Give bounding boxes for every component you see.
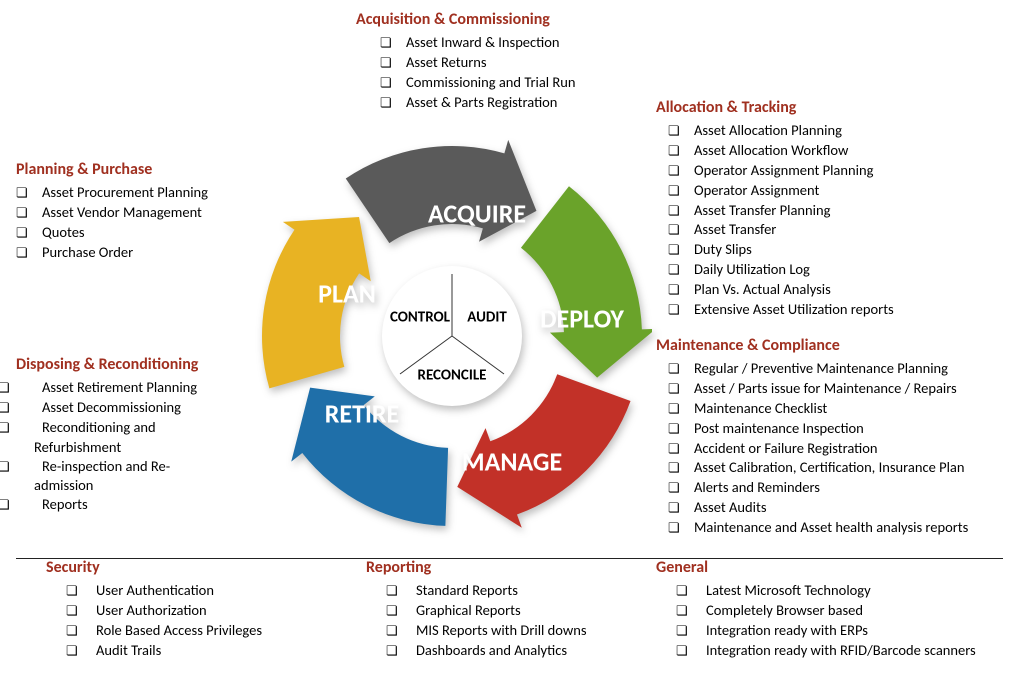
section-items-security: User AuthenticationUser AuthorizationRol… <box>46 581 346 661</box>
section-allocation: Allocation & Tracking Asset Allocation P… <box>656 98 1006 320</box>
list-item: User Authentication <box>46 581 346 601</box>
center-label-reconcile: RECONCILE <box>418 367 487 385</box>
list-item: Maintenance Checklist <box>668 399 1016 419</box>
list-item: Plan Vs. Actual Analysis <box>668 280 1006 300</box>
section-items-maintenance: Regular / Preventive Maintenance Plannin… <box>656 359 1016 538</box>
list-item: Integration ready with RFID/Barcode scan… <box>656 641 1016 661</box>
list-item: Asset Decommissioning <box>16 398 216 418</box>
list-item: Extensive Asset Utilization reports <box>668 300 1006 320</box>
list-item: Alerts and Reminders <box>668 478 1016 498</box>
list-item: Asset Vendor Management <box>16 203 266 223</box>
list-item: Completely Browser based <box>656 601 1016 621</box>
list-item: Asset Returns <box>380 53 676 73</box>
section-reporting: Reporting Standard ReportsGraphical Repo… <box>366 558 666 661</box>
center-label-control: CONTROL <box>390 309 451 327</box>
wheel-label-plan: PLAN <box>318 277 376 309</box>
list-item: Dashboards and Analytics <box>366 641 666 661</box>
wheel-label-retire: RETIRE <box>325 397 399 429</box>
wheel-label-deploy: DEPLOY <box>540 302 624 334</box>
list-item: Operator Assignment Planning <box>668 161 1006 181</box>
list-item: Asset Calibration, Certification, Insura… <box>668 458 1016 478</box>
section-title-reporting: Reporting <box>366 558 666 577</box>
section-title-acquisition: Acquisition & Commissioning <box>356 10 676 29</box>
list-item: Asset & Parts Registration <box>380 93 676 113</box>
list-item: Role Based Access Privileges <box>46 621 346 641</box>
list-item: Regular / Preventive Maintenance Plannin… <box>668 359 1016 379</box>
section-title-general: General <box>656 558 1016 577</box>
section-items-general: Latest Microsoft TechnologyCompletely Br… <box>656 581 1016 661</box>
list-item: Purchase Order <box>16 243 266 263</box>
section-disposing: Disposing & Reconditioning Asset Retirem… <box>16 355 246 515</box>
list-item: Quotes <box>16 223 266 243</box>
list-item: Reports <box>16 495 216 515</box>
wheel-label-manage: MANAGE <box>462 445 562 477</box>
wheel-label-acquire: ACQUIRE <box>428 197 526 229</box>
list-item: Daily Utilization Log <box>668 260 1006 280</box>
list-item: Latest Microsoft Technology <box>656 581 1016 601</box>
list-item: Duty Slips <box>668 240 1006 260</box>
list-item: Asset Inward & Inspection <box>380 33 676 53</box>
list-item: User Authorization <box>46 601 346 621</box>
lifecycle-wheel: CONTROL AUDIT RECONCILE ACQUIRE DEPLOY MAN… <box>252 136 652 536</box>
list-item: Asset Audits <box>668 498 1016 518</box>
list-item: Accident or Failure Registration <box>668 439 1016 459</box>
section-general: General Latest Microsoft TechnologyCompl… <box>656 558 1016 661</box>
list-item: Commissioning and Trial Run <box>380 73 676 93</box>
list-item: Graphical Reports <box>366 601 666 621</box>
list-item: MIS Reports with Drill downs <box>366 621 666 641</box>
section-planning: Planning & Purchase Asset Procurement Pl… <box>16 160 266 263</box>
list-item: Asset Procurement Planning <box>16 183 266 203</box>
section-title-disposing: Disposing & Reconditioning <box>16 355 246 374</box>
list-item: Maintenance and Asset health analysis re… <box>668 518 1016 538</box>
list-item: Reconditioning and Refurbishment <box>16 418 216 457</box>
section-title-security: Security <box>46 558 346 577</box>
list-item: Asset Allocation Planning <box>668 121 1006 141</box>
list-item: Operator Assignment <box>668 181 1006 201</box>
list-item: Post maintenance Inspection <box>668 419 1016 439</box>
list-item: Integration ready with ERPs <box>656 621 1016 641</box>
list-item: Audit Trails <box>46 641 346 661</box>
list-item: Re-inspection and Re-admission <box>16 457 216 496</box>
section-title-allocation: Allocation & Tracking <box>656 98 1006 117</box>
lifecycle-wheel-svg: CONTROL AUDIT RECONCILE ACQUIRE DEPLOY MAN… <box>252 136 652 536</box>
section-title-planning: Planning & Purchase <box>16 160 266 179</box>
wheel-segment-deploy <box>521 186 652 377</box>
section-acquisition: Acquisition & Commissioning Asset Inward… <box>356 10 676 113</box>
section-security: Security User AuthenticationUser Authori… <box>46 558 346 661</box>
list-item: Standard Reports <box>366 581 666 601</box>
section-items-disposing: Asset Retirement PlanningAsset Decommiss… <box>16 378 246 515</box>
list-item: Asset Transfer Planning <box>668 201 1006 221</box>
center-label-audit: AUDIT <box>467 309 507 327</box>
section-items-allocation: Asset Allocation PlanningAsset Allocatio… <box>656 121 1006 320</box>
section-items-reporting: Standard ReportsGraphical ReportsMIS Rep… <box>366 581 666 661</box>
infographic-page: Acquisition & Commissioning Asset Inward… <box>16 10 1003 663</box>
section-title-maintenance: Maintenance & Compliance <box>656 336 1016 355</box>
list-item: Asset Allocation Workflow <box>668 141 1006 161</box>
section-items-planning: Asset Procurement PlanningAsset Vendor M… <box>16 183 266 263</box>
list-item: Asset / Parts issue for Maintenance / Re… <box>668 379 1016 399</box>
list-item: Asset Transfer <box>668 220 1006 240</box>
list-item: Asset Retirement Planning <box>16 378 216 398</box>
section-items-acquisition: Asset Inward & InspectionAsset ReturnsCo… <box>356 33 676 113</box>
section-maintenance: Maintenance & Compliance Regular / Preve… <box>656 336 1016 538</box>
